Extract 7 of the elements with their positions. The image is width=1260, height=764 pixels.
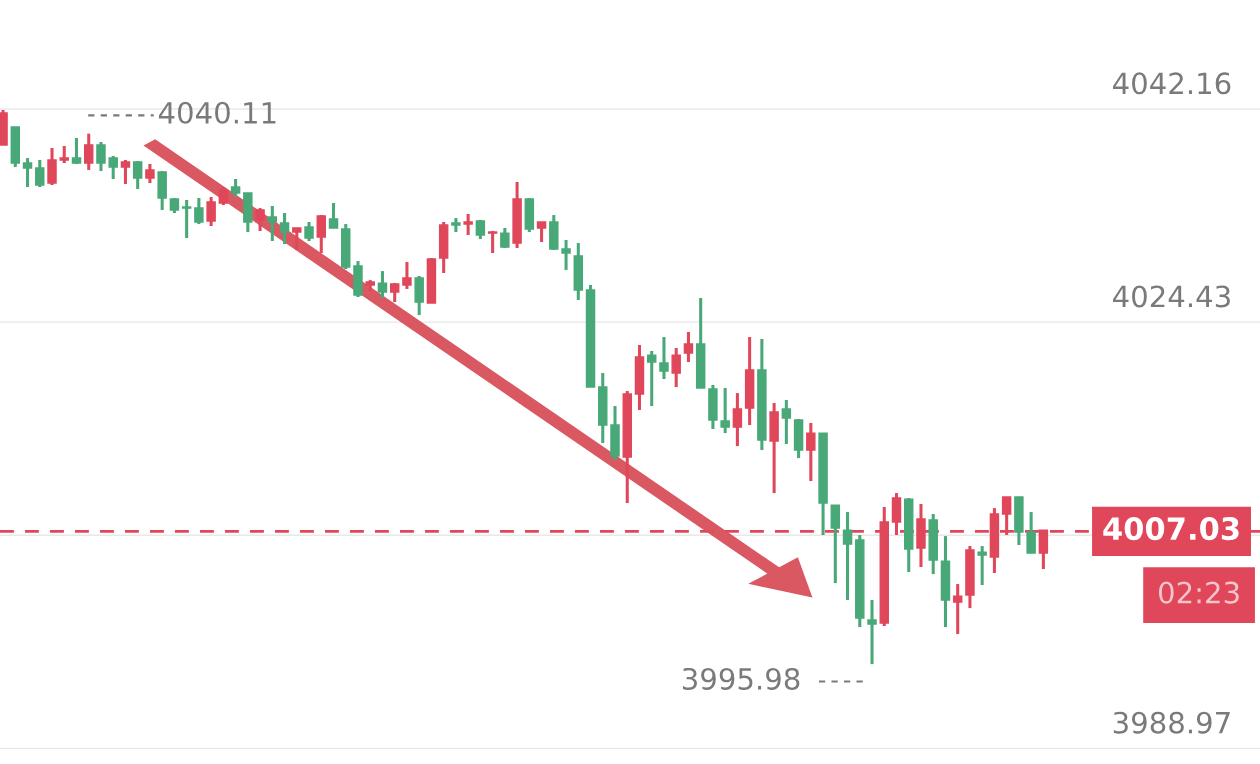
text: 02:23: [1158, 581, 1239, 604]
annotation: 3995.98: [682, 667, 800, 690]
ref-line-label: 4007.03: [1103, 517, 1239, 541]
y-tick-label: 3988.97: [1113, 711, 1230, 734]
y-tick-label: 4024.43: [1113, 285, 1230, 308]
y-tick-label: 4042.16: [1113, 72, 1231, 95]
annotation: 4040.11: [158, 101, 276, 124]
